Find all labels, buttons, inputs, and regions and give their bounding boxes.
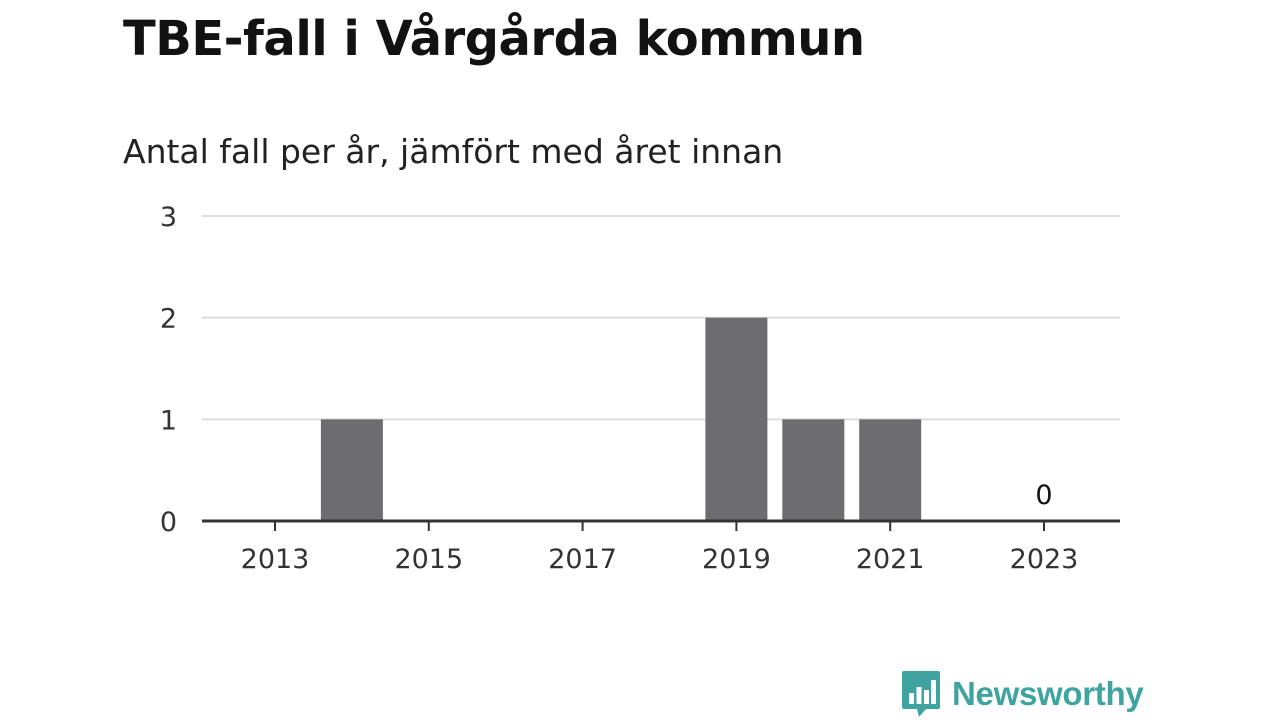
bar-2020 — [782, 419, 845, 521]
brand-name: Newsworthy — [952, 675, 1144, 712]
chart-title: TBE-fall i Vårgårda kommun — [123, 11, 865, 67]
bars — [320, 317, 922, 521]
newsworthy-logo: Newsworthy — [900, 668, 1144, 720]
x-tick-label-2021: 2021 — [856, 544, 925, 575]
data-label-2023: 0 — [1035, 480, 1052, 511]
x-axis — [202, 519, 1120, 531]
x-axis-labels: 2013 2015 2017 2019 2021 2023 — [241, 544, 1079, 575]
bar-2019 — [705, 317, 768, 521]
x-tick-label-2017: 2017 — [548, 544, 617, 575]
newsworthy-icon — [902, 671, 940, 717]
x-tick-label-2019: 2019 — [702, 544, 771, 575]
chart-subtitle: Antal fall per år, jämfört med året inna… — [123, 132, 784, 171]
x-tick-label-2013: 2013 — [241, 544, 310, 575]
x-tick-label-2023: 2023 — [1010, 544, 1079, 575]
bar-2014 — [320, 419, 383, 521]
y-tick-label-3: 3 — [160, 202, 177, 233]
data-labels: 0 — [1035, 480, 1052, 511]
y-axis-labels: 0 1 2 3 — [160, 202, 177, 538]
y-tick-label-2: 2 — [160, 304, 177, 335]
y-tick-label-0: 0 — [160, 507, 177, 538]
x-tick-label-2015: 2015 — [394, 544, 463, 575]
bar-2021 — [859, 419, 922, 521]
gridlines — [202, 215, 1120, 421]
y-tick-label-1: 1 — [160, 405, 177, 436]
